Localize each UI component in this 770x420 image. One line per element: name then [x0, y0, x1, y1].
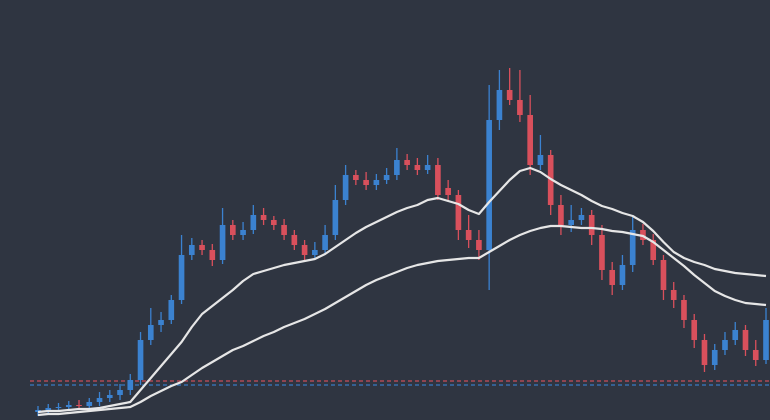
- candle-body: [527, 115, 533, 165]
- candle-body: [465, 230, 472, 240]
- candle-body: [229, 225, 236, 235]
- candle-body: [486, 120, 492, 250]
- candle-body: [517, 100, 523, 115]
- candle-body: [219, 225, 226, 260]
- candle-body: [158, 320, 164, 325]
- candle-body: [435, 165, 441, 195]
- candle-body: [373, 180, 380, 185]
- candle-body: [271, 220, 277, 225]
- candle-body: [322, 235, 328, 250]
- candle-body: [588, 215, 595, 235]
- candle-body: [660, 260, 667, 290]
- candle-body: [332, 200, 339, 235]
- candle-body: [353, 175, 359, 180]
- candle-body: [209, 250, 216, 260]
- candle-body: [55, 407, 62, 408]
- candle-body: [445, 188, 451, 195]
- candle-body: [137, 340, 144, 380]
- candle-body: [742, 330, 749, 350]
- candle-body: [752, 350, 759, 360]
- candle-body: [188, 245, 195, 255]
- candle-body: [250, 215, 257, 230]
- candle-body: [711, 350, 718, 365]
- candle-body: [240, 230, 246, 235]
- candle-body: [45, 408, 52, 410]
- candle-body: [506, 90, 513, 100]
- candle-body: [670, 290, 677, 300]
- candle-body: [342, 175, 349, 200]
- candle-body: [701, 340, 708, 365]
- candle-body: [599, 235, 605, 270]
- candle-body: [691, 320, 698, 340]
- candle-body: [609, 270, 616, 285]
- candle-body: [199, 245, 205, 250]
- candle-body: [681, 300, 687, 320]
- candle-body: [312, 250, 318, 255]
- moving-average-line: [37, 166, 767, 414]
- candle-body: [424, 165, 431, 170]
- candle-body: [65, 405, 72, 407]
- moving-average-line: [37, 224, 767, 417]
- candle-body: [281, 225, 287, 235]
- candle-body: [117, 390, 123, 395]
- candle-body: [383, 175, 390, 180]
- candle-body: [178, 255, 185, 300]
- candle-body: [650, 240, 657, 260]
- candle-body: [147, 325, 154, 340]
- candle-body: [76, 405, 82, 406]
- candle-body: [168, 300, 175, 320]
- candle-body: [568, 220, 575, 225]
- candle-body: [404, 160, 410, 165]
- candle-body: [722, 340, 728, 350]
- candle-body: [763, 320, 769, 360]
- candle-body: [629, 230, 636, 265]
- candle-body: [619, 265, 626, 285]
- candle-body: [96, 398, 103, 402]
- candle-body: [106, 395, 113, 398]
- candle-body: [127, 380, 134, 390]
- candle-body: [260, 215, 267, 220]
- candle-body: [301, 245, 308, 255]
- candle-body: [558, 205, 564, 225]
- candle-body: [496, 90, 503, 120]
- candle-body: [578, 215, 585, 220]
- candle-body: [455, 195, 462, 230]
- candle-body: [732, 330, 739, 340]
- candle-body: [537, 155, 544, 165]
- candle-body: [394, 160, 400, 175]
- candle-body: [291, 235, 298, 245]
- candle-body: [476, 240, 482, 250]
- candle-body: [86, 402, 93, 406]
- candle-body: [414, 165, 421, 170]
- candle-body: [363, 180, 369, 185]
